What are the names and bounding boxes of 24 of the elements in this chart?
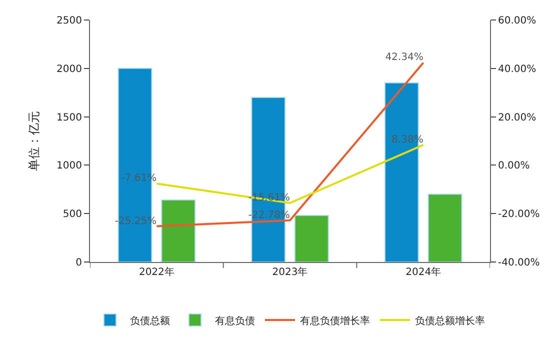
y-tick-label: 1000 (56, 160, 82, 172)
y2-tick-label: 20.00% (498, 112, 536, 124)
legend-label: 有息负债增长率 (300, 314, 370, 327)
y-tick-label: 500 (62, 209, 82, 220)
y-axis-title: 单位：亿元 (26, 111, 41, 171)
bar (161, 200, 196, 262)
y-tick-label: 2000 (56, 64, 82, 75)
legend-label: 负债总额增长率 (415, 314, 485, 327)
bar (294, 215, 329, 262)
y2-tick-label: 60.00% (498, 16, 536, 26)
legend-label: 负债总额 (130, 314, 170, 327)
y-tick-label: 2500 (56, 16, 82, 26)
y-tick-label: 0 (76, 258, 82, 268)
y2-tick-label: -20.00% (498, 209, 540, 220)
y2-tick-label: -40.00% (498, 258, 540, 268)
y2-tick-label: 40.00% (498, 64, 536, 75)
x-tick-label: 2023年 (272, 266, 308, 278)
data-label: 42.34% (385, 52, 424, 64)
y2-tick-label: 0.00% (498, 160, 530, 172)
y-tick-label: 1500 (56, 112, 82, 124)
x-tick-label: 2022年 (138, 266, 174, 278)
x-tick-label: 2024年 (406, 266, 442, 278)
bar (428, 194, 462, 262)
legend-label: 有息负债 (215, 314, 255, 327)
